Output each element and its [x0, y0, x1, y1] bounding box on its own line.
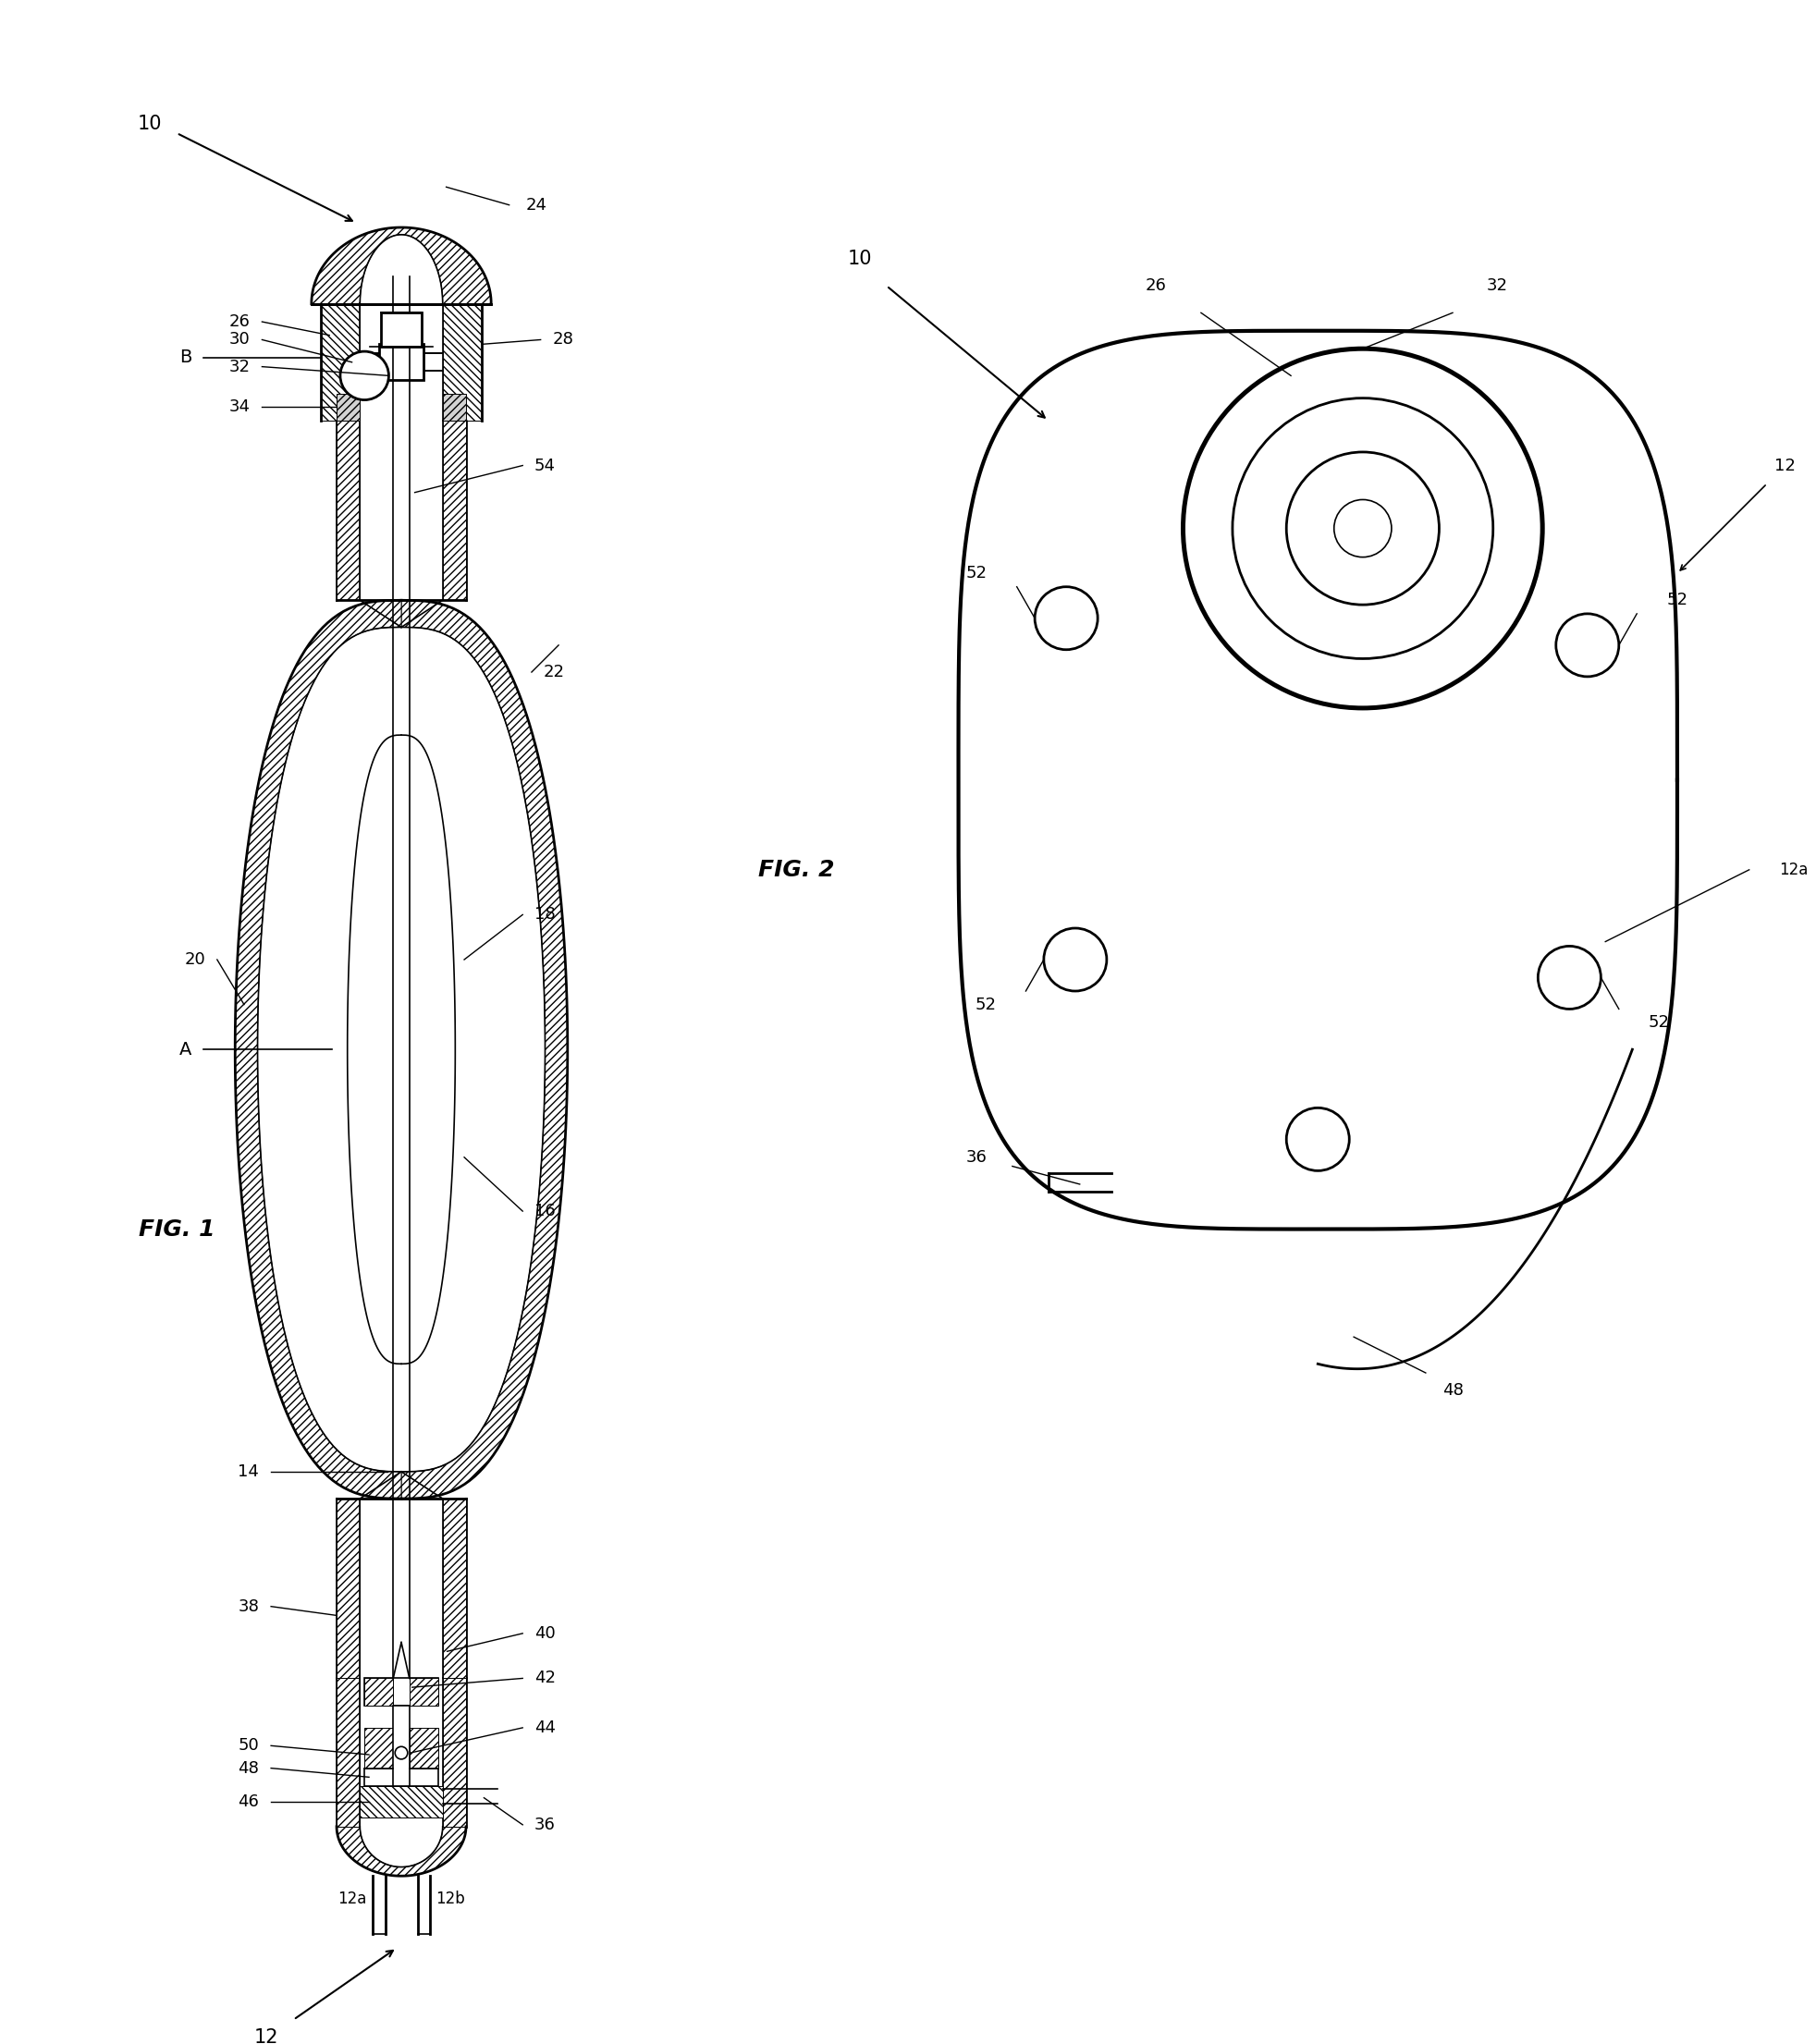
- PathPatch shape: [234, 601, 401, 1498]
- Text: 18: 18: [534, 905, 556, 924]
- Bar: [443, 394, 467, 421]
- Text: 10: 10: [138, 114, 162, 133]
- Text: B: B: [180, 350, 192, 366]
- Text: 22: 22: [543, 664, 565, 681]
- Text: 12: 12: [1774, 458, 1796, 474]
- Bar: [409, 1678, 438, 1705]
- Text: 14: 14: [238, 1464, 260, 1480]
- Bar: [360, 1786, 443, 1817]
- Text: 32: 32: [229, 358, 251, 374]
- Text: 26: 26: [229, 313, 251, 329]
- Text: A: A: [180, 1040, 192, 1059]
- Circle shape: [340, 352, 389, 401]
- Text: 52: 52: [1649, 1014, 1671, 1030]
- Text: 40: 40: [534, 1625, 556, 1641]
- Bar: [336, 394, 360, 421]
- Text: 24: 24: [525, 196, 547, 213]
- Circle shape: [1286, 1108, 1349, 1171]
- Bar: [409, 1727, 438, 1768]
- Circle shape: [1286, 452, 1438, 605]
- Circle shape: [1538, 946, 1602, 1010]
- Text: 30: 30: [229, 331, 251, 347]
- Bar: [365, 1727, 394, 1768]
- Bar: [443, 1498, 467, 1678]
- Text: 48: 48: [1442, 1382, 1464, 1400]
- Text: 10: 10: [848, 249, 872, 268]
- Circle shape: [1233, 399, 1493, 658]
- Bar: [365, 1768, 438, 1786]
- Bar: [443, 421, 467, 601]
- Text: 36: 36: [534, 1817, 556, 1833]
- Bar: [394, 1705, 409, 1786]
- Text: 28: 28: [552, 331, 574, 347]
- Text: 20: 20: [183, 950, 205, 969]
- PathPatch shape: [401, 601, 568, 1498]
- Text: 48: 48: [238, 1760, 260, 1776]
- Circle shape: [1182, 350, 1542, 707]
- Text: 54: 54: [534, 458, 556, 474]
- Text: 52: 52: [1667, 593, 1687, 609]
- Circle shape: [1335, 499, 1391, 558]
- Text: 52: 52: [966, 564, 988, 583]
- Text: 16: 16: [534, 1202, 556, 1220]
- PathPatch shape: [336, 1827, 467, 1876]
- Text: 12a: 12a: [1780, 861, 1809, 879]
- Circle shape: [1044, 928, 1106, 991]
- Bar: [336, 1678, 360, 1827]
- Text: 44: 44: [534, 1719, 556, 1735]
- Bar: [380, 343, 423, 380]
- Bar: [381, 313, 421, 347]
- Text: FIG. 1: FIG. 1: [138, 1218, 214, 1241]
- Bar: [443, 305, 483, 421]
- Text: 38: 38: [238, 1598, 260, 1615]
- Bar: [443, 1678, 467, 1827]
- Text: 52: 52: [975, 995, 995, 1014]
- Bar: [320, 305, 360, 421]
- Text: 42: 42: [534, 1670, 556, 1686]
- Bar: [336, 421, 360, 601]
- Text: 12b: 12b: [436, 1891, 465, 1907]
- Text: FIG. 2: FIG. 2: [759, 858, 835, 881]
- Text: 32: 32: [1487, 278, 1509, 294]
- Text: 26: 26: [1146, 278, 1166, 294]
- Text: 12a: 12a: [338, 1891, 367, 1907]
- Polygon shape: [347, 736, 456, 1363]
- Text: 12: 12: [254, 2028, 280, 2044]
- Circle shape: [396, 1746, 407, 1760]
- Circle shape: [1556, 613, 1618, 677]
- Circle shape: [1035, 587, 1097, 650]
- Bar: [365, 1678, 438, 1705]
- Text: 34: 34: [229, 399, 251, 415]
- PathPatch shape: [312, 227, 490, 305]
- Text: 46: 46: [238, 1793, 260, 1809]
- Bar: [360, 354, 443, 372]
- Text: 36: 36: [966, 1149, 986, 1165]
- Text: 50: 50: [238, 1737, 260, 1754]
- Bar: [336, 1498, 360, 1678]
- Bar: [365, 1678, 394, 1705]
